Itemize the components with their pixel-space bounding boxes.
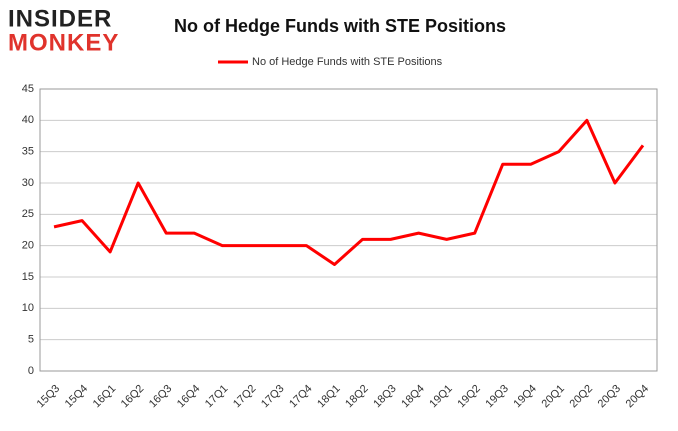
x-tick-label: 17Q4 (287, 383, 315, 411)
y-tick-label: 25 (22, 208, 34, 220)
y-tick-label: 20 (22, 240, 34, 252)
x-tick-label: 16Q4 (175, 383, 203, 411)
x-tick-label: 17Q2 (231, 383, 259, 411)
x-tick-label: 16Q1 (91, 383, 119, 411)
y-tick-label: 15 (22, 271, 34, 283)
data-line (53, 118, 645, 266)
x-tick-label: 17Q1 (203, 383, 231, 411)
logo-line1: INSIDER (8, 5, 112, 32)
x-tick-label: 18Q3 (371, 383, 399, 411)
x-tick-label: 20Q1 (539, 383, 567, 411)
x-tick-label: 18Q4 (399, 383, 427, 411)
y-tick-label: 40 (22, 114, 34, 126)
y-tick-label: 30 (22, 177, 34, 189)
plot-border (39, 88, 658, 372)
y-tick-label: 45 (22, 83, 34, 95)
x-tick-label: 18Q2 (343, 383, 371, 411)
chart-title: No of Hedge Funds with STE Positions (174, 16, 506, 36)
x-tick-label: 18Q1 (315, 383, 343, 411)
x-tick-label: 15Q4 (63, 383, 91, 411)
x-tick-label: 17Q3 (259, 383, 287, 411)
y-tick-label: 35 (22, 146, 34, 158)
legend-label: No of Hedge Funds with STE Positions (252, 56, 443, 68)
x-tick-label: 20Q2 (568, 383, 596, 411)
y-tick-label: 0 (28, 365, 34, 377)
x-tick-label: 15Q3 (35, 383, 63, 411)
y-tick-label: 10 (22, 302, 34, 314)
x-tick-label: 19Q1 (427, 383, 455, 411)
x-tick-label: 19Q3 (483, 383, 511, 411)
x-tick-label: 19Q2 (455, 383, 483, 411)
logo-line2: MONKEY (8, 29, 119, 56)
x-tick-label: 20Q3 (596, 383, 624, 411)
x-tick-label: 16Q3 (147, 383, 175, 411)
x-tick-label: 16Q2 (119, 383, 147, 411)
y-tick-label: 5 (28, 334, 34, 346)
x-tick-label: 20Q4 (624, 383, 652, 411)
x-tick-label: 19Q4 (511, 383, 539, 411)
